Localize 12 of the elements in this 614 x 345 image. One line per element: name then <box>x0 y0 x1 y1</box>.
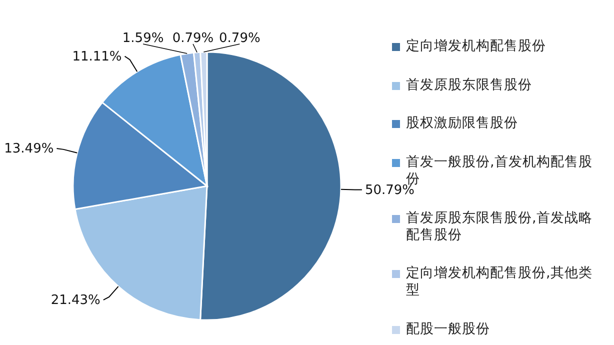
legend-label: 定向增发机构配售股份 <box>406 38 546 55</box>
data-label: 13.49% <box>4 141 54 156</box>
data-label: 0.79% <box>172 31 214 46</box>
legend-label: 股权激励限售股份 <box>406 115 518 132</box>
legend-label: 配股一般股份 <box>406 320 490 338</box>
legend-label: 定向增发机构配售股份,其他类型 <box>406 265 594 300</box>
data-label: 21.43% <box>50 292 100 308</box>
data-label: 11.11% <box>72 49 122 64</box>
legend-label: 首发原股东限售股份 <box>406 76 532 94</box>
legend-label: 首发原股东限售股份,首发战略配售股份 <box>406 210 594 244</box>
data-label: 1.59% <box>122 31 164 46</box>
data-label: 0.79% <box>219 31 260 46</box>
